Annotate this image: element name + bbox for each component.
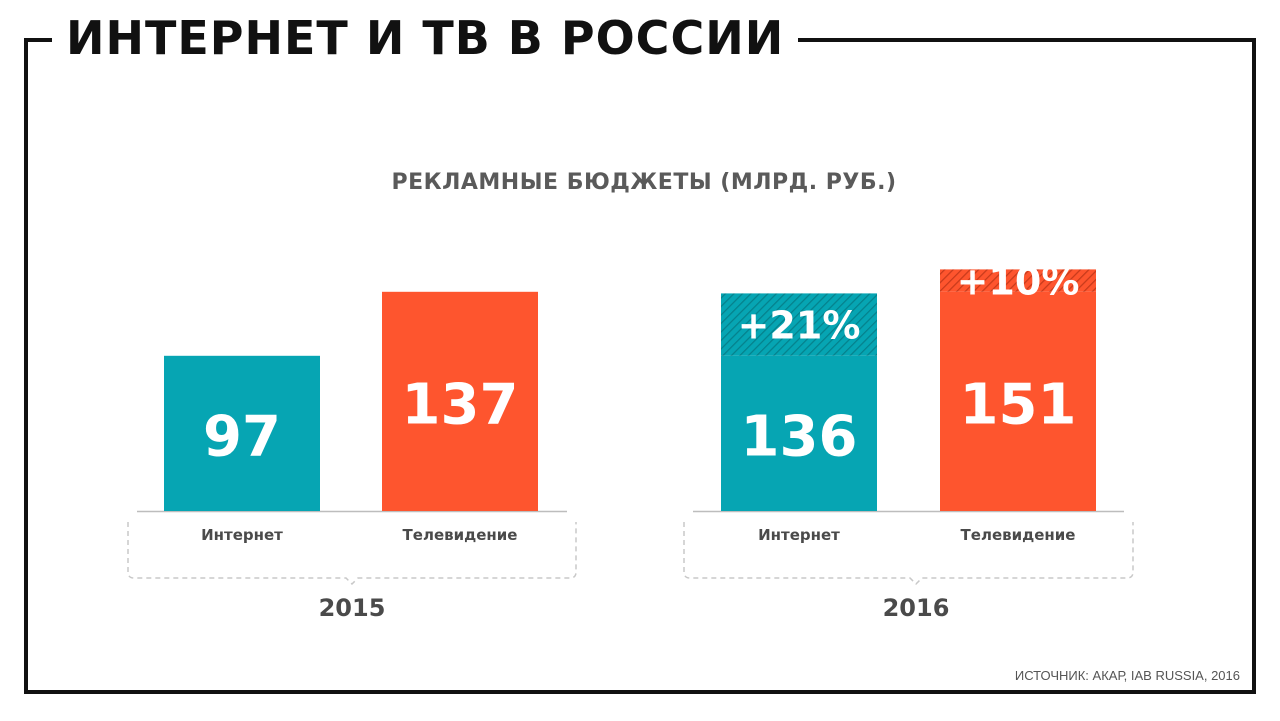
category-label-internet-2016: Интернет — [758, 526, 840, 544]
bar-internet-2015 — [164, 355, 320, 511]
category-label-internet-2015: Интернет — [201, 526, 283, 544]
growth-bar-internet-2016 — [721, 293, 877, 356]
year-label-2015: 2015 — [319, 594, 386, 622]
bar-internet-2016 — [721, 355, 877, 511]
category-label-tv-2016: Телевидение — [961, 526, 1076, 544]
group-bracket-2015 — [127, 522, 577, 586]
growth-label-internet-2016: +21% — [738, 304, 861, 348]
year-label-2016: 2016 — [883, 594, 950, 622]
growth-label-tv-2016: +10% — [957, 260, 1080, 304]
bar-tv-2016 — [940, 291, 1096, 511]
value-label-tv-2016: 151 — [960, 372, 1077, 437]
value-label-internet-2016: 136 — [741, 404, 858, 469]
value-label-internet-2015: 97 — [203, 404, 281, 469]
chart-title: РЕКЛАМНЫЕ БЮДЖЕТЫ (МЛРД. РУБ.) — [391, 170, 897, 195]
bar-tv-2015 — [382, 291, 538, 511]
source-note: ИСТОЧНИК: АКАР, IAB RUSSIA, 2016 — [1014, 668, 1240, 683]
group-bracket-2016 — [683, 522, 1134, 586]
growth-bar-tv-2016 — [940, 269, 1096, 292]
value-label-tv-2015: 137 — [402, 372, 519, 437]
category-label-tv-2015: Телевидение — [403, 526, 518, 544]
page-title: ИНТЕРНЕТ И ТВ В РОССИИ — [52, 8, 799, 68]
